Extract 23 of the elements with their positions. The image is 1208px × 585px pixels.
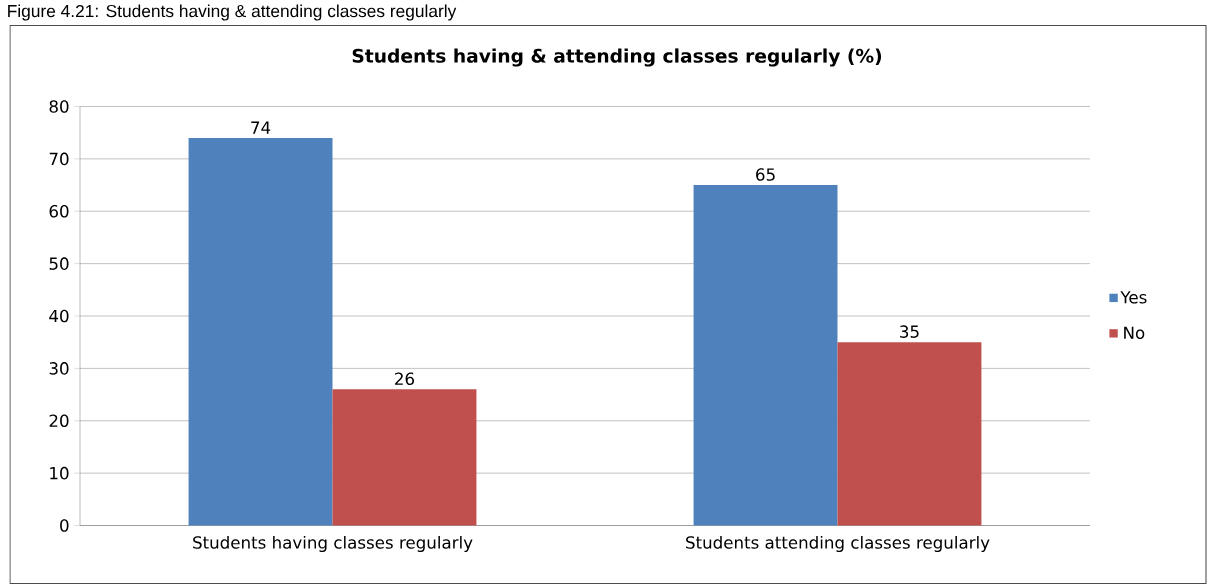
legend-label: No [1124, 326, 1145, 340]
x-tick-label: Students having classes regularly [193, 536, 473, 553]
y-tick-label: 40 [49, 309, 69, 323]
data-label: 35 [900, 325, 919, 339]
bar [188, 138, 333, 526]
y-tick-label: 10 [50, 467, 69, 480]
caption: Figure 4.21: Students having & attending classes regularly [8, 4, 457, 21]
y-tick-label: 70 [49, 152, 69, 166]
y-tick-label: 30 [49, 362, 69, 375]
y-tick-label: 20 [49, 414, 69, 428]
y-tick-label: 80 [49, 100, 69, 114]
chart-title: Students having & attending classes regularly (%) [352, 48, 882, 67]
bar [837, 342, 982, 526]
x-tick-label: Students attending classes regularly [686, 536, 990, 553]
data-label: 74 [251, 121, 271, 134]
y-tick-label: 60 [49, 205, 69, 218]
bar [693, 185, 838, 526]
y-tick-label: 50 [49, 257, 69, 271]
bar [332, 389, 477, 526]
y-tick-label: 0 [60, 519, 69, 533]
legend-label: Yes [1120, 291, 1147, 304]
data-label: 65 [756, 168, 775, 182]
data-label: 26 [395, 372, 415, 386]
